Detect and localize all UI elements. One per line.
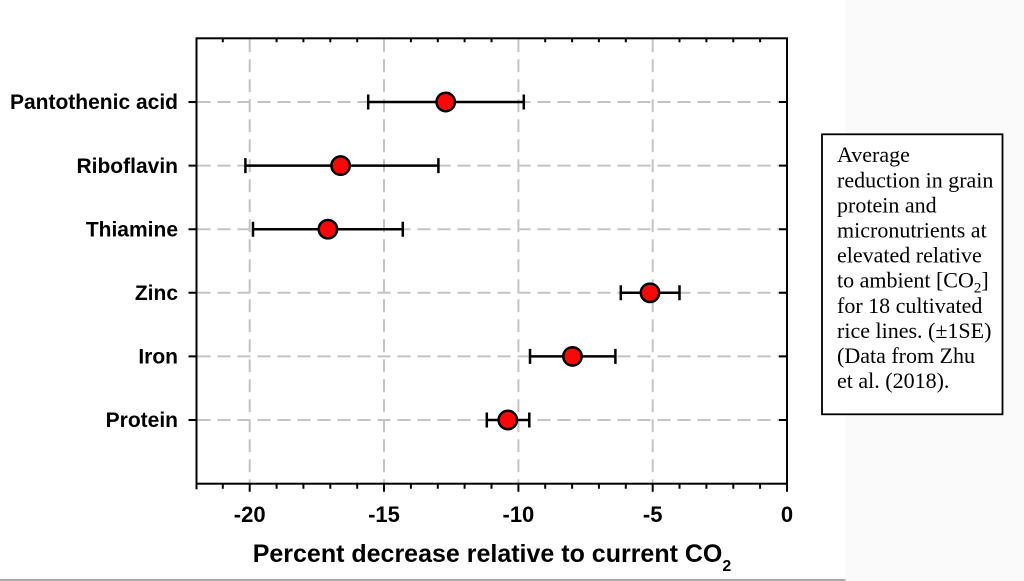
svg-text:-15: -15 [368,502,400,527]
svg-text:-20: -20 [234,502,266,527]
svg-text:elevated relative: elevated relative [837,243,982,268]
svg-text:Average: Average [837,142,910,167]
svg-text:micronutrients at: micronutrients at [837,218,987,243]
svg-text:et al. (2018).: et al. (2018). [837,368,949,393]
svg-text:-10: -10 [503,502,535,527]
svg-text:rice lines. (±1SE): rice lines. (±1SE) [837,318,991,343]
svg-text:Thiamine: Thiamine [86,218,178,241]
svg-text:Iron: Iron [138,346,178,369]
svg-text:for 18 cultivated: for 18 cultivated [837,293,982,318]
svg-text:to ambient [CO2]: to ambient [CO2] [837,268,989,297]
svg-text:Riboflavin: Riboflavin [76,155,178,178]
svg-text:protein and: protein and [837,192,937,217]
svg-text:0: 0 [781,502,793,527]
svg-text:Protein: Protein [106,409,178,432]
svg-text:reduction in grain: reduction in grain [837,167,993,192]
svg-text:Pantothenic acid: Pantothenic acid [10,91,178,114]
svg-text:Zinc: Zinc [135,282,178,305]
svg-text:(Data from Zhu: (Data from Zhu [837,343,975,368]
svg-text:-5: -5 [643,502,663,527]
